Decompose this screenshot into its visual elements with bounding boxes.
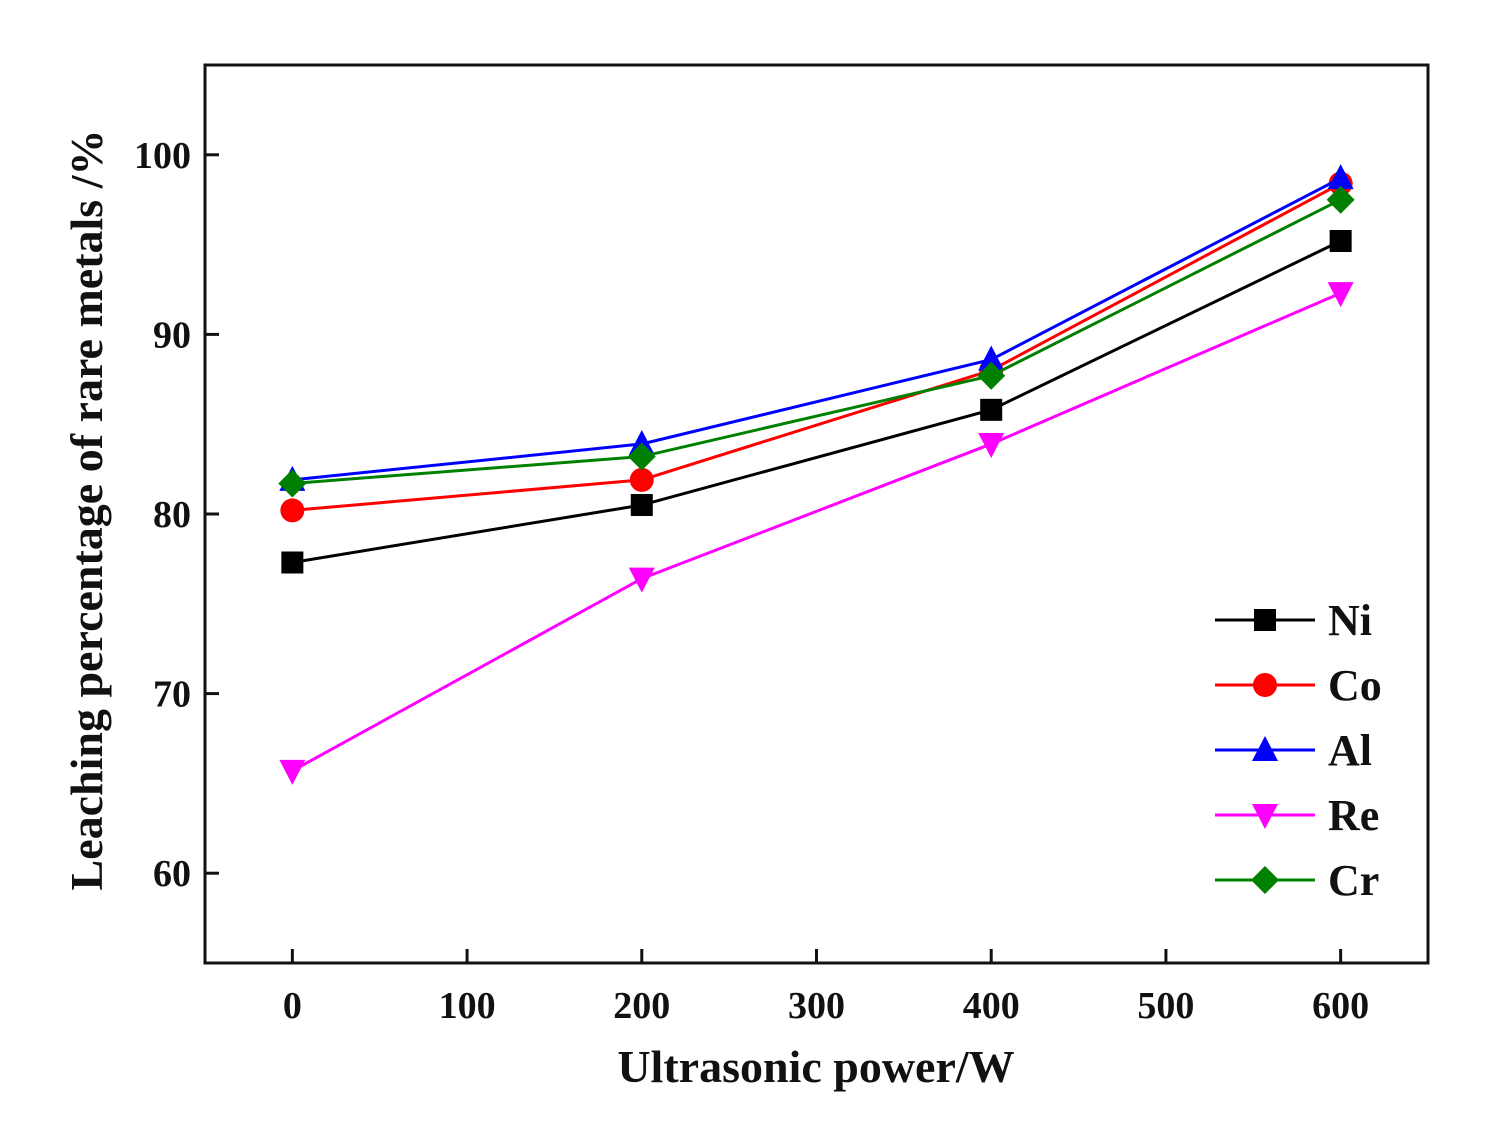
data-point-cr [278,469,307,498]
data-point-cr [627,442,656,471]
series-line-co [292,182,1342,512]
x-axis: 0 100 200 300 400 500 600 [283,949,1369,1027]
series-line-cr [292,198,1342,485]
data-point-re [279,759,306,785]
data-point-cr [1326,185,1355,214]
data-point-co [280,498,305,523]
legend-marker-cr [1251,866,1279,894]
legend-marker-co [1253,673,1277,697]
y-tick-label: 90 [153,314,191,356]
data-point-re [978,432,1005,458]
legend-label-re: Re [1328,791,1379,840]
data-point-co [629,467,654,492]
x-tick-label: 300 [788,985,845,1027]
legend-marker-re [1252,804,1278,829]
y-tick-label: 60 [153,853,191,895]
data-point-al [628,429,655,455]
data-point-re [1327,282,1354,308]
legend-label-al: Al [1328,726,1372,775]
data-point-al [1327,164,1354,190]
x-tick-label: 200 [613,985,670,1027]
series-line-re [291,291,1342,773]
data-point-ni [980,398,1003,421]
data-point-re [628,567,655,593]
data-point-ni [281,551,304,574]
y-tick-label: 70 [153,674,191,716]
plot-frame [203,63,1430,965]
data-point-al [978,345,1005,371]
legend-marker-ni [1254,609,1276,631]
x-tick-label: 0 [283,985,302,1027]
y-tick-label: 100 [134,135,191,177]
data-point-cr [977,361,1006,390]
x-tick-label: 600 [1312,985,1369,1027]
legend-label-ni: Ni [1328,596,1372,645]
y-tick-label: 80 [153,494,191,536]
legend-marker-al [1252,736,1278,761]
data-point-ni [630,494,653,517]
legend: Ni Co Al Re Cr [1215,596,1382,905]
y-axis-title: Leaching percentage of rare metals /% [61,130,112,891]
data-point-ni [1329,230,1352,253]
x-tick-label: 400 [963,985,1020,1027]
x-axis-title: Ultrasonic power/W [617,1041,1014,1092]
x-tick-label: 500 [1137,985,1194,1027]
series-line-al [292,176,1342,482]
series-layer [278,164,1355,785]
legend-label-cr: Cr [1328,856,1379,905]
legend-label-co: Co [1328,661,1382,710]
series-line-ni [292,239,1342,564]
x-tick-label: 100 [439,985,496,1027]
y-axis: 60 70 80 90 100 [134,135,219,895]
